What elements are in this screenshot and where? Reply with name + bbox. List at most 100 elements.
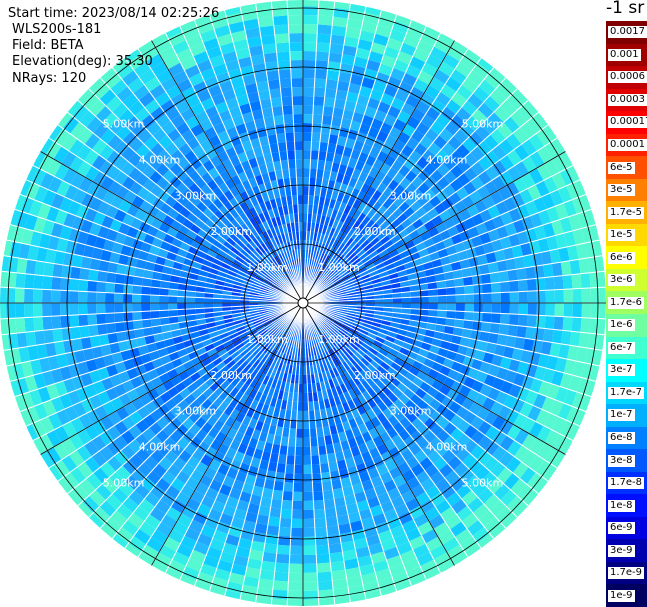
ppi-cell (303, 168, 311, 178)
ppi-cell (303, 132, 312, 142)
ppi-cell (52, 263, 63, 278)
ppi-cell (280, 324, 288, 333)
ppi-cell (445, 318, 456, 327)
ppi-cell (105, 387, 119, 402)
ppi-cell (98, 334, 110, 346)
ppi-cell (273, 24, 289, 35)
ppi-cell (230, 563, 247, 576)
ppi-cell (250, 286, 261, 292)
ppi-cell (71, 338, 83, 352)
ppi-cell (259, 289, 269, 294)
ppi-cell (465, 347, 477, 359)
ppi-cell (521, 375, 535, 391)
ppi-cell (325, 370, 332, 380)
ppi-cell (78, 279, 89, 292)
ppi-cell (322, 489, 334, 500)
ppi-cell (559, 372, 573, 390)
ppi-cell (144, 491, 161, 507)
ppi-cell (21, 228, 34, 245)
ppi-cell (208, 229, 220, 240)
ppi-cell (244, 386, 254, 397)
ppi-cell (491, 282, 501, 294)
ppi-cell (84, 149, 100, 166)
ppi-cell (278, 343, 285, 353)
ppi-cell (368, 542, 384, 556)
ppi-cell (507, 324, 518, 337)
ppi-cell (289, 554, 303, 564)
ppi-cell (352, 322, 362, 329)
ppi-cell (477, 487, 494, 504)
ppi-cell (219, 365, 230, 376)
ppi-cell (325, 329, 334, 338)
ppi-cell (69, 433, 85, 451)
ppi-cell (100, 128, 116, 145)
ppi-cell (311, 455, 320, 465)
ppi-cell (347, 388, 357, 400)
ppi-cell (218, 400, 229, 413)
ppi-cell (217, 249, 228, 258)
ppi-cell (24, 375, 38, 392)
ppi-cell (77, 230, 89, 245)
ppi-cell (159, 280, 170, 289)
ppi-cell (273, 280, 282, 288)
ppi-cell (534, 365, 547, 381)
ppi-cell (91, 154, 107, 171)
ppi-cell (259, 393, 268, 404)
ppi-cell (284, 123, 295, 133)
ppi-cell (437, 310, 447, 319)
ppi-cell (286, 400, 293, 411)
ppi-cell (189, 194, 202, 207)
ppi-cell (294, 455, 303, 465)
colorbar-tick-label: 0.0006 (608, 71, 647, 84)
ppi-cell (74, 349, 86, 364)
ppi-cell (371, 383, 382, 394)
ppi-cell (368, 328, 379, 336)
ppi-cell (303, 87, 315, 97)
ppi-cell (491, 354, 503, 367)
ppi-cell (134, 483, 151, 499)
ppi-cell (79, 478, 96, 496)
ppi-cell (365, 376, 376, 387)
ppi-cell (225, 534, 241, 547)
ppi-cell (38, 233, 51, 249)
ppi-cell (397, 482, 411, 496)
ppi-cell (92, 380, 106, 395)
ppi-cell (271, 269, 279, 278)
ppi-cell (499, 281, 510, 293)
ppi-cell (449, 441, 464, 456)
ppi-cell (558, 343, 570, 360)
ppi-cell (491, 415, 506, 431)
ppi-cell (38, 357, 51, 373)
ppi-cell (392, 474, 407, 488)
ppi-cell (254, 476, 266, 488)
ppi-cell (16, 332, 28, 349)
ppi-cell (16, 377, 30, 395)
ppi-cell (514, 336, 526, 350)
ppi-cell (340, 440, 351, 451)
ppi-cell (445, 491, 462, 507)
ppi-cell (375, 521, 391, 535)
ppi-cell (105, 303, 115, 314)
ppi-cell (553, 316, 564, 331)
ppi-cell (365, 350, 376, 360)
ppi-cell (141, 311, 151, 320)
ppi-cell (289, 51, 303, 61)
ppi-cell (353, 454, 365, 466)
ppi-cell (448, 342, 460, 354)
ppi-cell (256, 325, 266, 333)
ppi-cell (168, 316, 179, 325)
ppi-cell (255, 361, 264, 371)
ppi-cell (271, 339, 279, 349)
ppi-cell (261, 284, 271, 291)
ppi-cell (313, 499, 325, 510)
ppi-cell (478, 510, 496, 527)
ppi-cell (96, 292, 106, 303)
ppi-cell (342, 448, 354, 460)
ppi-cell (6, 272, 17, 288)
ppi-cell (78, 303, 88, 315)
ppi-cell (47, 235, 60, 251)
ppi-cell (115, 273, 126, 285)
ppi-cell (84, 207, 98, 223)
ppi-cell (590, 303, 600, 319)
ppi-cell (235, 273, 246, 281)
